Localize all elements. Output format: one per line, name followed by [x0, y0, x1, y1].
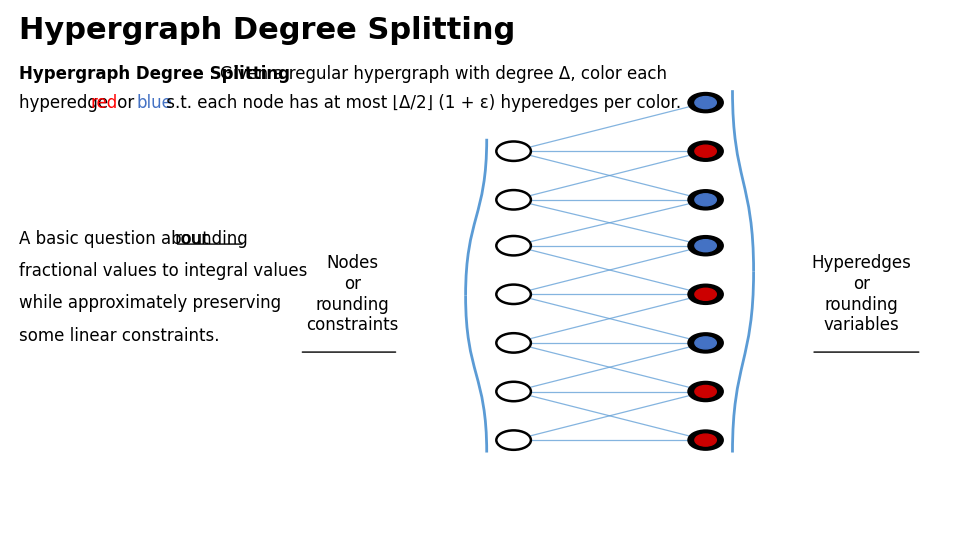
- Text: Nodes
or
rounding
constraints: Nodes or rounding constraints: [306, 254, 398, 334]
- Text: fractional values to integral values: fractional values to integral values: [19, 262, 307, 280]
- Circle shape: [496, 190, 531, 210]
- Circle shape: [688, 430, 723, 450]
- Circle shape: [496, 285, 531, 304]
- Circle shape: [688, 285, 723, 304]
- Text: some linear constraints.: some linear constraints.: [19, 327, 220, 345]
- Text: Hyperedges
or
rounding
variables: Hyperedges or rounding variables: [811, 254, 911, 334]
- Circle shape: [695, 434, 716, 446]
- Circle shape: [496, 236, 531, 255]
- Text: : Given a regular hypergraph with degree Δ, color each: : Given a regular hypergraph with degree…: [209, 65, 667, 83]
- Circle shape: [496, 141, 531, 161]
- Circle shape: [695, 97, 716, 109]
- Circle shape: [688, 236, 723, 255]
- Text: red: red: [90, 94, 117, 112]
- Text: Hypergraph Degree Splitting: Hypergraph Degree Splitting: [19, 65, 290, 83]
- Circle shape: [695, 386, 716, 397]
- Text: A basic question about: A basic question about: [19, 230, 214, 247]
- Circle shape: [688, 190, 723, 210]
- Text: hyperedge: hyperedge: [19, 94, 113, 112]
- Circle shape: [496, 333, 531, 353]
- Circle shape: [496, 430, 531, 450]
- Circle shape: [496, 382, 531, 401]
- Text: or: or: [112, 94, 140, 112]
- Circle shape: [688, 333, 723, 353]
- Text: while approximately preserving: while approximately preserving: [19, 294, 281, 312]
- Text: s.t. each node has at most ⌊Δ/2⌋ (1 + ε) hyperedges per color.: s.t. each node has at most ⌊Δ/2⌋ (1 + ε)…: [161, 94, 682, 112]
- Circle shape: [695, 240, 716, 252]
- Circle shape: [688, 141, 723, 161]
- Circle shape: [688, 93, 723, 112]
- Circle shape: [695, 145, 716, 157]
- Circle shape: [688, 382, 723, 401]
- Text: blue: blue: [136, 94, 172, 112]
- Circle shape: [695, 337, 716, 349]
- Circle shape: [695, 288, 716, 300]
- Text: rounding: rounding: [175, 230, 249, 247]
- Text: Hypergraph Degree Splitting: Hypergraph Degree Splitting: [19, 16, 516, 45]
- Circle shape: [695, 194, 716, 206]
